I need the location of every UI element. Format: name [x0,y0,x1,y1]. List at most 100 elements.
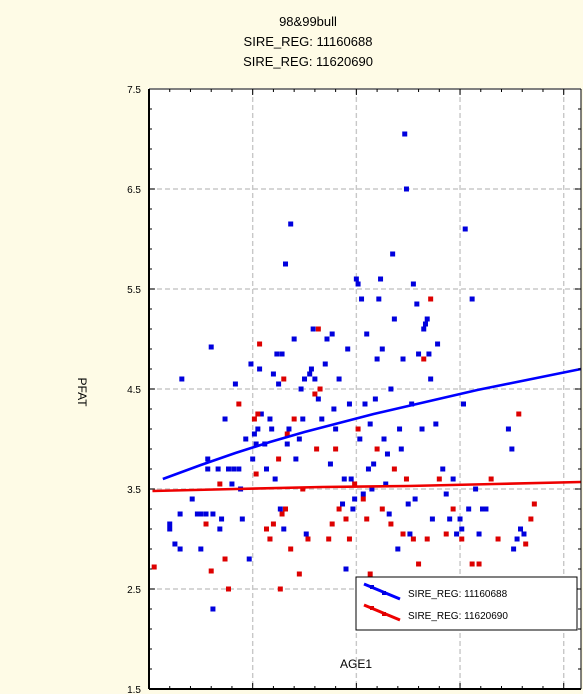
point-s1-90 [371,461,377,467]
point-s1-49 [284,441,290,447]
point-s1-17 [217,526,223,532]
point-s1-32 [253,441,259,447]
point-s1-88 [367,421,373,427]
point-s1-129 [454,531,460,537]
data-points [151,131,537,612]
point-s2-23 [300,486,306,492]
legend: SIRE_REG: 11160688 SIRE_REG: 11620690 [355,576,578,631]
point-s2-32 [336,506,342,512]
point-s1-86 [364,331,370,337]
point-s2-53 [443,531,449,537]
point-s1-59 [307,371,313,377]
point-s1-104 [397,426,403,432]
point-s1-52 [291,336,297,342]
chart-title-line-3: SIRE_REG: 11620690 [243,54,373,69]
tick-labels: 2102703303904501.52.53.54.55.56.57.5 [127,85,141,694]
point-s1-41 [270,371,276,377]
point-s1-99 [386,511,392,517]
point-s2-29 [326,536,332,542]
point-s1-78 [350,506,356,512]
point-s2-26 [314,446,320,452]
point-s2-35 [352,481,358,487]
point-s1-58 [303,531,309,537]
point-s1-105 [398,446,404,452]
point-s1-122 [429,516,435,522]
point-s1-133 [462,226,468,232]
point-s1-44 [276,381,282,387]
point-s1-2 [172,541,178,547]
point-s1-46 [279,351,285,357]
point-s2-5 [225,586,231,592]
point-s1-56 [300,416,306,422]
point-s1-34 [257,366,263,372]
point-s1-112 [410,281,416,287]
point-s2-56 [469,561,475,567]
point-s1-94 [378,276,384,282]
point-s1-14 [210,511,216,517]
axes [148,88,582,690]
point-s1-26 [239,516,245,522]
point-s2-41 [379,506,385,512]
point-s1-27 [243,436,249,442]
point-s1-3 [177,546,183,552]
point-s1-83 [359,296,365,302]
point-s2-48 [421,356,427,362]
point-s1-91 [372,396,378,402]
point-s1-12 [205,466,211,472]
point-s1-92 [374,356,380,362]
point-s2-40 [374,446,380,452]
y-tick-label-1: 2.5 [127,585,141,596]
point-s1-55 [298,386,304,392]
point-s1-77 [348,476,354,482]
x-axis-label: AGE1 [340,657,372,671]
point-s1-81 [355,281,361,287]
point-s1-145 [521,531,527,537]
point-s2-49 [424,536,430,542]
point-s2-24 [305,536,311,542]
point-s1-93 [376,296,382,302]
point-s2-60 [516,411,522,417]
point-s1-71 [336,376,342,382]
point-s1-128 [450,476,456,482]
point-s2-16 [279,511,285,517]
y-tick-label-0: 1.5 [127,685,141,694]
point-s2-30 [329,521,335,527]
point-s1-73 [341,476,347,482]
point-s1-16 [215,466,221,472]
point-s1-33 [255,426,261,432]
point-s1-107 [402,131,408,137]
point-s2-57 [476,561,482,567]
point-s2-7 [251,416,257,422]
point-s2-17 [281,376,287,382]
y-tick-label-4: 5.5 [127,285,141,296]
point-s1-18 [219,516,225,522]
point-s1-109 [405,501,411,507]
point-s1-138 [480,506,486,512]
point-s1-28 [246,556,252,562]
point-s1-11 [205,456,211,462]
point-s1-75 [345,346,351,352]
point-s1-136 [473,486,479,492]
point-s1-100 [388,386,394,392]
point-s2-10 [257,341,263,347]
point-s2-6 [236,401,242,407]
point-s1-120 [426,351,432,357]
point-s1-62 [312,376,318,382]
fit-line-2 [152,480,582,493]
point-s1-23 [232,381,238,387]
point-s1-61 [310,326,316,332]
point-s2-63 [531,501,537,507]
legend-marker-1-a [370,585,374,589]
point-s1-79 [352,496,358,502]
point-s2-31 [333,446,339,452]
point-s1-66 [324,336,330,342]
point-s1-101 [390,251,396,257]
point-s1-125 [440,466,446,472]
point-s1-13 [208,344,214,350]
point-s1-30 [250,456,256,462]
point-s1-97 [383,481,389,487]
point-s1-76 [346,401,352,407]
point-s2-28 [317,386,323,392]
point-s1-82 [357,436,363,442]
